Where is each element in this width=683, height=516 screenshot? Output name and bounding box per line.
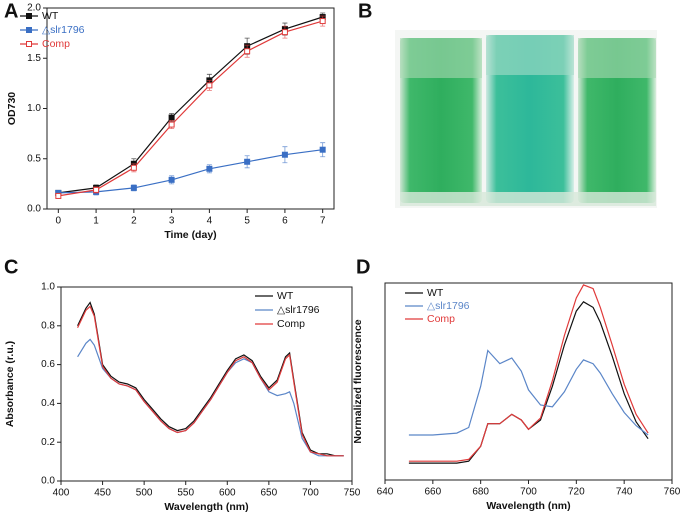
- x-tick-label: 740: [616, 487, 633, 498]
- series-line: [58, 149, 323, 194]
- x-tick-label: 5: [244, 216, 250, 227]
- y-tick-label: 0.0: [27, 204, 41, 215]
- x-tick-label: 6: [282, 216, 288, 227]
- legend-label: △slr1796: [42, 24, 85, 36]
- data-point: [281, 151, 288, 158]
- y-tick-label: 1.0: [27, 103, 41, 114]
- x-tick-label: 760: [664, 487, 681, 498]
- x-tick-label: 640: [377, 487, 394, 498]
- x-tick-label: 720: [568, 487, 585, 498]
- x-tick-label: 450: [94, 488, 111, 499]
- y-tick-label: 0.0: [41, 476, 55, 487]
- cuvette-photo: [395, 30, 657, 208]
- x-tick-label: 600: [219, 488, 236, 499]
- x-tick-label: 550: [177, 488, 194, 499]
- series-line: [408, 349, 649, 436]
- legend-marker: [26, 13, 32, 19]
- legend-marker: [26, 27, 32, 33]
- x-tick-label: 500: [136, 488, 153, 499]
- data-point: [244, 158, 251, 165]
- data-point: [130, 184, 137, 191]
- legend-label: WT: [42, 10, 59, 22]
- x-tick-label: 660: [424, 487, 441, 498]
- plot-frame: [46, 7, 335, 210]
- legend-label: △slr1796: [277, 304, 320, 316]
- x-tick-label: 2: [131, 216, 137, 227]
- data-point: [244, 48, 251, 55]
- y-tick-label: 0.4: [41, 398, 55, 409]
- series-line: [58, 16, 323, 194]
- y-tick-label: 1.0: [41, 282, 55, 293]
- x-axis-label: Wavelength (nm): [486, 500, 570, 512]
- x-axis-label: Time (day): [164, 229, 216, 241]
- data-point: [168, 176, 175, 183]
- x-axis-label: Wavelength (nm): [164, 501, 248, 513]
- x-tick-label: 400: [53, 488, 70, 499]
- y-tick-label: 2.0: [27, 3, 41, 14]
- data-point: [319, 146, 326, 153]
- data-point: [93, 186, 100, 193]
- legend-label: WT: [427, 287, 444, 299]
- legend-label: △slr1796: [427, 300, 470, 312]
- legend-marker: [26, 41, 32, 47]
- y-tick-label: 0.2: [41, 437, 55, 448]
- y-tick-label: 0.8: [41, 320, 55, 331]
- y-axis-label: Normalized fluorescence: [352, 319, 364, 443]
- panel-label: C: [4, 256, 18, 278]
- data-point: [319, 18, 326, 25]
- x-tick-label: 700: [520, 487, 537, 498]
- legend-label: WT: [277, 290, 294, 302]
- data-point: [168, 114, 175, 121]
- y-tick-label: 1.5: [27, 53, 41, 64]
- data-point: [206, 82, 213, 89]
- x-tick-label: 1: [93, 216, 99, 227]
- x-tick-label: 7: [320, 216, 326, 227]
- x-tick-label: 650: [261, 488, 278, 499]
- x-tick-label: 0: [56, 216, 62, 227]
- legend-label: Comp: [42, 38, 70, 50]
- data-point: [281, 29, 288, 36]
- data-point: [168, 121, 175, 128]
- series-line: [58, 20, 323, 197]
- y-tick-label: 0.5: [27, 153, 41, 164]
- plot-frame: [60, 286, 353, 482]
- panel-label: B: [358, 0, 372, 22]
- x-tick-label: 680: [472, 487, 489, 498]
- x-tick-label: 3: [169, 216, 175, 227]
- y-axis-label: OD730: [6, 92, 18, 125]
- data-point: [55, 192, 62, 199]
- series-line: [408, 301, 649, 464]
- series-line: [77, 305, 344, 457]
- series-line: [408, 284, 649, 462]
- y-axis-label: Absorbance (r.u.): [4, 341, 16, 427]
- x-tick-label: 750: [344, 488, 361, 499]
- panel-label: A: [4, 0, 18, 22]
- data-point: [130, 164, 137, 171]
- legend-label: Comp: [277, 318, 305, 330]
- data-point: [206, 165, 213, 172]
- legend-label: Comp: [427, 313, 455, 325]
- panel-label: D: [356, 256, 370, 278]
- y-tick-label: 0.6: [41, 359, 55, 370]
- x-tick-label: 4: [207, 216, 213, 227]
- x-tick-label: 700: [302, 488, 319, 499]
